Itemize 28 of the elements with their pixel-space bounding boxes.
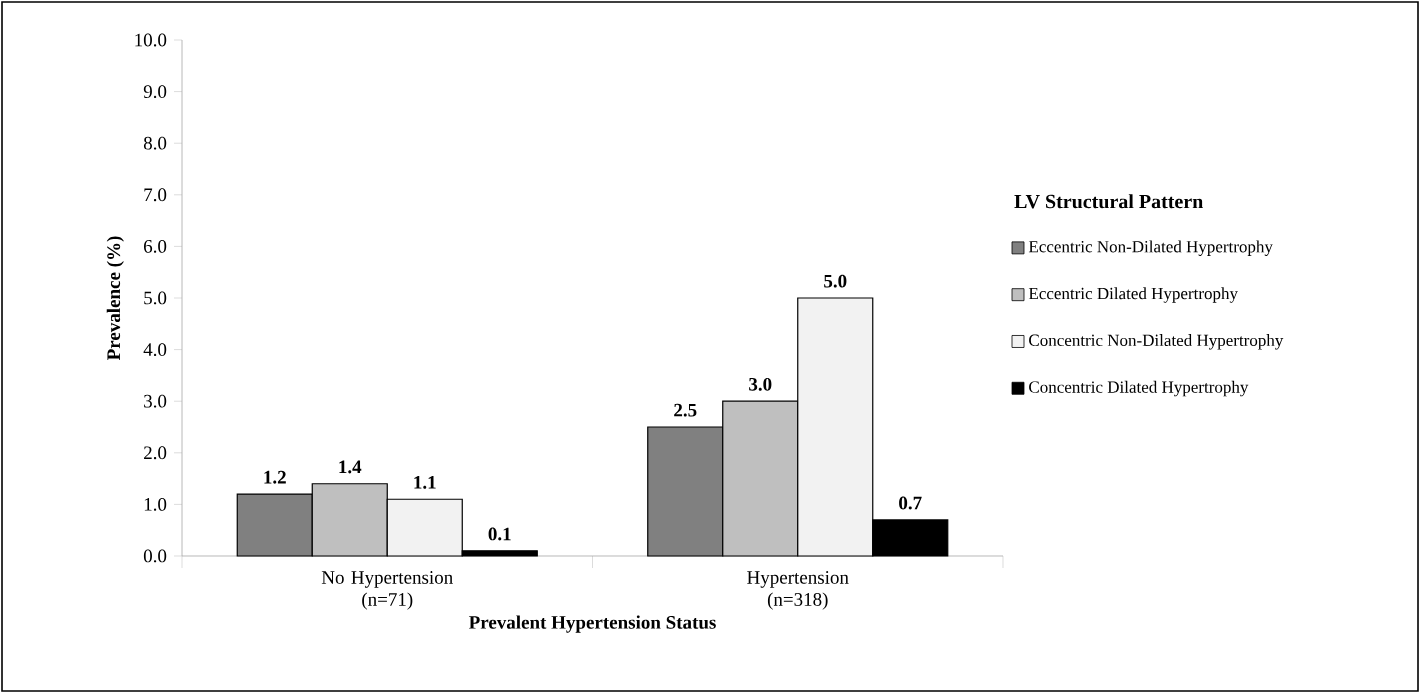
x-axis-title: Prevalent Hypertension Status — [468, 615, 716, 633]
y-tick-label: 6.0 — [144, 239, 167, 253]
data-label: 5.0 — [824, 274, 847, 288]
y-tick-label: 7.0 — [144, 188, 167, 202]
y-tick-label: 5.0 — [144, 291, 167, 305]
data-label: 0.7 — [899, 496, 922, 510]
y-tick-label: 0.0 — [143, 549, 167, 563]
y-tick-label: 10.0 — [135, 33, 167, 47]
data-label: 1.2 — [264, 470, 286, 484]
data-label: 0.1 — [488, 527, 511, 541]
y-tick-label: 2.0 — [144, 446, 167, 460]
legend-label: Concentric Non-Dilated Hypertrophy — [1029, 334, 1284, 350]
legend-label: Concentric Dilated Hypertrophy — [1029, 380, 1249, 397]
y-tick-label: 3.0 — [144, 394, 167, 408]
data-label: 1.1 — [414, 476, 436, 489]
y-axis-title: Prevalence (%) — [106, 236, 124, 361]
x-tick-label: No Hypertension (n=71) — [321, 571, 453, 610]
legend-title: LV Structural Pattern — [1014, 194, 1204, 209]
x-tick-label: Hypertension (n=318) — [747, 571, 849, 610]
y-tick-label: 8.0 — [143, 136, 167, 150]
legend-label: Eccentric Dilated Hypertrophy — [1028, 287, 1238, 303]
data-label: 2.5 — [674, 403, 697, 417]
data-label: 3.0 — [749, 377, 772, 391]
y-tick-label: 1.0 — [144, 497, 167, 511]
y-tick-label: 4.0 — [143, 343, 167, 357]
data-label: 1.4 — [339, 460, 362, 474]
y-tick-label: 9.0 — [143, 85, 167, 99]
legend-label: Eccentric Non-Dilated Hypertrophy — [1028, 240, 1273, 256]
